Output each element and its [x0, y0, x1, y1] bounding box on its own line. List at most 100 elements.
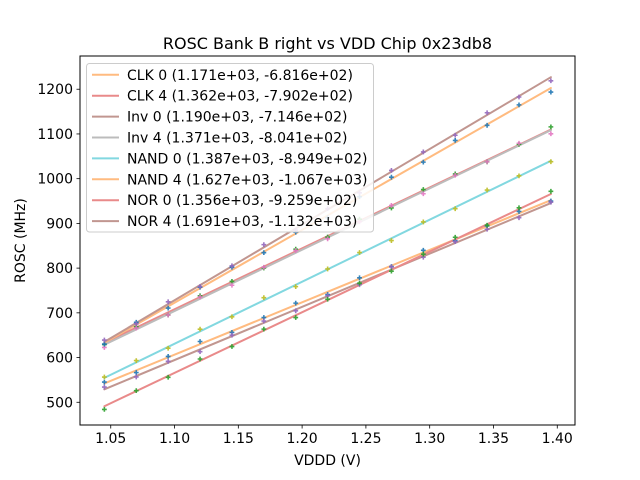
legend-label-inv-0: Inv 0 (1.190e+03, -7.146e+02)	[127, 110, 347, 126]
scatter-point-inv-4	[452, 172, 458, 178]
scatter-point-nor-4	[452, 132, 458, 138]
scatter-point-nor-0	[516, 205, 522, 211]
y-tick-label: 1000	[37, 172, 73, 188]
scatter-point-inv-0	[101, 384, 107, 390]
scatter-point-nor-0	[133, 388, 139, 394]
scatter-point-nand-4	[165, 305, 171, 311]
scatter-point-nor-4	[516, 94, 522, 100]
scatter-point-nand-0	[484, 187, 490, 193]
scatter-point-clk-4	[229, 278, 235, 284]
scatter-point-clk-4	[420, 187, 426, 192]
scatter-point-nand-0	[452, 206, 458, 212]
scatter-point-inv-4	[548, 131, 554, 137]
scatter-point-nand-4	[484, 122, 490, 128]
x-tick-label: 1.20	[287, 431, 318, 447]
scatter-point-nor-4	[165, 299, 171, 305]
scatter-point-nand-4	[516, 102, 522, 108]
scatter-point-nand-0	[165, 345, 171, 351]
plot-border	[79, 55, 576, 426]
fit-line-clk-0	[103, 199, 552, 385]
legend-label-nand-4: NAND 4 (1.627e+03, -1.067e+03)	[127, 172, 367, 188]
scatter-point-inv-4	[261, 264, 267, 270]
scatter-point-inv-0	[516, 215, 522, 221]
scatter-point-nor-0	[325, 296, 331, 302]
scatter-point-nor-0	[261, 326, 267, 332]
scatter-point-nand-0	[516, 173, 522, 179]
scatter-point-nor-0	[229, 344, 235, 349]
scatter-point-inv-0	[389, 264, 394, 270]
scatter-point-clk-0	[293, 300, 299, 306]
scatter-point-nand-0	[548, 159, 554, 165]
scatter-point-clk-0	[357, 275, 362, 281]
scatter-point-nor-0	[389, 268, 394, 274]
legend-label-clk-0: CLK 0 (1.171e+03, -6.816e+02)	[127, 68, 353, 84]
scatter-point-nand-0	[133, 358, 139, 364]
scatter-point-nand-4	[420, 159, 426, 165]
x-axis-ticks: 1.05 1.10 1.15 1.20 1.25 1.30 1.35 1.40	[95, 425, 573, 447]
x-tick-label: 1.30	[414, 431, 445, 447]
scatter-point-nor-4	[420, 149, 426, 155]
scatter-point-nand-4	[261, 250, 267, 256]
x-tick-label: 1.10	[159, 431, 190, 447]
scatter-point-nand-0	[229, 314, 235, 320]
scatter-point-nor-0	[165, 374, 171, 380]
y-tick-label: 900	[46, 216, 73, 232]
y-tick-label: 600	[46, 351, 73, 367]
scatter-point-nor-0	[101, 406, 107, 412]
scatter-point-inv-4	[133, 325, 139, 331]
scatter-point-nor-4	[261, 242, 267, 248]
scatter-point-nor-4	[229, 263, 235, 269]
scatter-point-nand-0	[389, 238, 394, 243]
scatter-point-nand-0	[261, 295, 267, 301]
y-axis-ticks: 500 600 700 800 900 1000 1100 1200	[37, 82, 80, 411]
scatter-point-nand-0	[420, 219, 426, 225]
scatter-point-nor-4	[389, 167, 394, 173]
scatter-point-inv-0	[229, 332, 235, 338]
x-tick-label: 1.15	[223, 431, 254, 447]
scatter-point-inv-0	[548, 199, 554, 205]
scatter-point-nor-0	[197, 356, 203, 362]
scatter-point-inv-4	[484, 159, 490, 165]
x-axis-label: VDDD (V)	[294, 453, 361, 469]
scatter-point-nor-4	[484, 110, 490, 116]
legend-label-inv-4: Inv 4 (1.371e+03, -8.041e+02)	[127, 131, 347, 147]
scatter-point-nand-0	[197, 326, 203, 332]
scatter-point-nor-4	[101, 337, 107, 343]
scatter-point-inv-0	[293, 308, 299, 314]
legend-label-nor-4: NOR 4 (1.691e+03, -1.132e+03)	[127, 214, 357, 230]
scatter-point-clk-4	[389, 205, 394, 211]
scatter-point-nor-0	[420, 251, 426, 257]
scatter-point-clk-0	[133, 370, 139, 375]
scatter-point-inv-0	[484, 226, 490, 232]
scatter-point-inv-0	[261, 318, 267, 324]
scatter-point-nor-0	[357, 280, 362, 286]
scatter-point-nor-4	[197, 284, 203, 289]
scatter-point-inv-0	[165, 358, 171, 364]
scatter-point-nand-0	[325, 266, 331, 272]
scatter-point-nand-0	[357, 250, 362, 255]
scatter-point-inv-4	[229, 282, 235, 288]
scatter-point-nand-4	[548, 89, 554, 95]
scatter-point-inv-0	[420, 254, 426, 260]
scatter-point-clk-0	[420, 247, 426, 253]
legend-box	[86, 63, 374, 233]
scatter-point-inv-4	[325, 236, 331, 242]
y-tick-label: 500	[46, 395, 73, 411]
legend-label-nand-0: NAND 0 (1.387e+03, -8.949e+02)	[127, 151, 367, 167]
legend: CLK 0 (1.171e+03, -6.816e+02) CLK 4 (1.36…	[86, 63, 374, 233]
scatter-point-nand-0	[293, 284, 299, 290]
scatter-point-inv-0	[197, 349, 203, 355]
scatter-point-inv-4	[389, 203, 394, 208]
y-tick-label: 1100	[37, 127, 73, 143]
scatter-point-clk-0	[229, 330, 235, 335]
scatter-point-nand-4	[389, 174, 394, 180]
x-tick-label: 1.25	[350, 431, 381, 447]
scatter-point-nand-0	[101, 374, 107, 380]
scatter-point-inv-0	[133, 374, 139, 380]
y-axis-label: ROSC (MHz)	[13, 198, 29, 283]
y-tick-label: 800	[46, 261, 73, 277]
scatter-point-inv-4	[165, 312, 171, 318]
x-tick-label: 1.40	[542, 431, 573, 447]
